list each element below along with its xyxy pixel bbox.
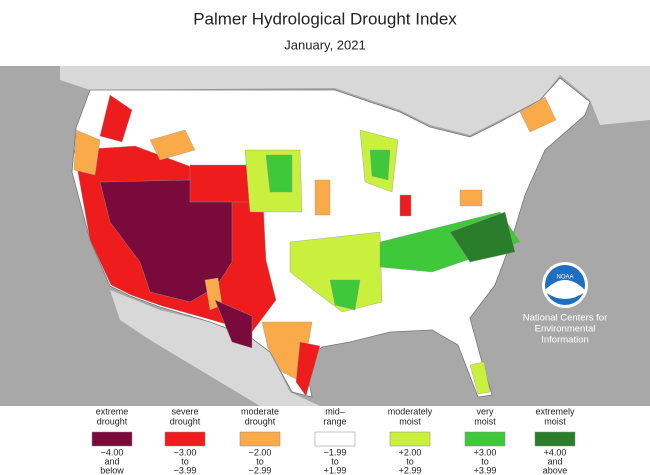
legend-range: −3.00 [174, 447, 197, 457]
legend-range: +1.99 [324, 465, 347, 475]
region [265, 154, 293, 193]
legend-range: below [100, 465, 124, 475]
legend-swatch [534, 431, 576, 447]
region [214, 299, 253, 349]
legend-range: above [543, 465, 568, 475]
logo-name-line: Environmental [535, 324, 596, 335]
legend-swatch [239, 431, 281, 447]
region [189, 164, 253, 203]
legend-label: moderate [241, 406, 279, 416]
subtitle: January, 2021 [284, 37, 365, 52]
legend-range: +4.00 [544, 447, 567, 457]
legend-swatch [314, 431, 356, 447]
region [369, 149, 391, 181]
canada [60, 66, 650, 135]
legend-range: to [256, 456, 264, 466]
legend-range: to [331, 456, 339, 466]
region [449, 211, 516, 263]
legend-range: −2.00 [249, 447, 272, 457]
region [99, 94, 133, 143]
legend-swatch [464, 431, 506, 447]
region [289, 231, 383, 313]
legend-range: −2.99 [249, 465, 272, 475]
region [295, 341, 321, 397]
logo-name-line: National Centers for [523, 313, 607, 324]
legend-range: to [481, 456, 489, 466]
legend: extremedrought−4.00andbelowseveredrought… [91, 406, 576, 475]
region [399, 194, 412, 217]
mexico [110, 290, 320, 406]
map: NOAA [0, 66, 650, 406]
legend-range: and [104, 456, 119, 466]
legend-range: +2.99 [399, 465, 422, 475]
legend-range: −1.99 [324, 447, 347, 457]
logo-name-line: Information [541, 335, 589, 346]
legend-range: and [547, 456, 562, 466]
region [314, 179, 331, 216]
legend-label: extremely [535, 406, 575, 416]
legend-label: moderately [388, 406, 433, 416]
logo-wave [545, 280, 585, 299]
region [149, 129, 196, 161]
legend-label: very [476, 406, 494, 416]
legend-label: mid– [325, 406, 345, 416]
legend-label: range [323, 416, 346, 426]
legend-label: drought [170, 416, 201, 426]
region [73, 129, 101, 176]
legend-swatch [164, 431, 206, 447]
legend-range: +3.99 [474, 465, 497, 475]
legend-label: moist [399, 416, 421, 426]
logo-mark: NOAA [556, 275, 573, 281]
region [519, 96, 557, 133]
legend-range: −3.99 [174, 465, 197, 475]
legend-swatch [389, 431, 431, 447]
logo-name: National Centers forEnvironmentalInforma… [523, 313, 607, 346]
region [459, 189, 483, 207]
region [329, 279, 361, 311]
legend-range: to [181, 456, 189, 466]
legend-label: drought [245, 416, 276, 426]
legend-range: −4.00 [101, 447, 124, 457]
legend-range: +3.00 [474, 447, 497, 457]
region [469, 361, 491, 395]
title: Palmer Hydrological Drought Index [193, 9, 457, 28]
legend-label: extreme [96, 406, 129, 416]
legend-label: moist [544, 416, 566, 426]
legend-label: drought [97, 416, 128, 426]
legend-label: severe [171, 406, 198, 416]
legend-range: to [406, 456, 414, 466]
legend-range: +2.00 [399, 447, 422, 457]
legend-swatch [91, 431, 133, 447]
legend-label: moist [474, 416, 496, 426]
